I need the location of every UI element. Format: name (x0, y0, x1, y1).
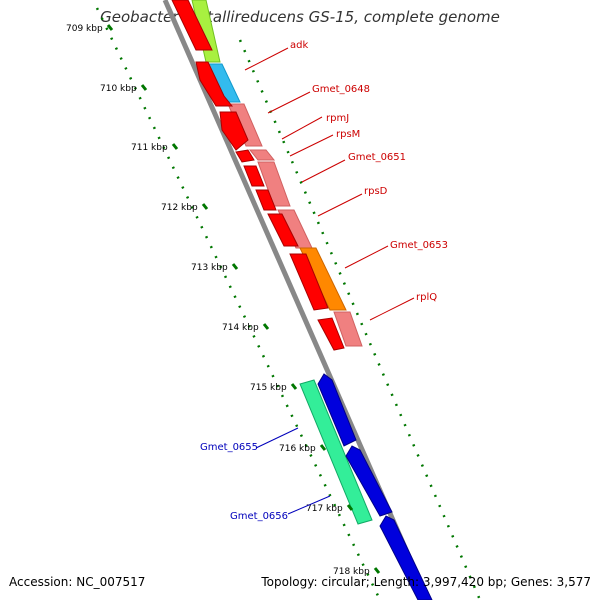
scale-tick-mark (201, 203, 209, 210)
scale-tick-label: 716 kbp (279, 444, 316, 454)
gene-arrow-1[interactable] (171, 0, 213, 51)
gene-label-forward[interactable]: adk (290, 40, 308, 51)
gene-arrow-8[interactable] (289, 253, 329, 311)
scale-tick-label: 711 kbp (131, 143, 168, 153)
gene-arrow-5[interactable] (243, 165, 265, 187)
gene-arrow-9[interactable] (317, 317, 345, 351)
gene-label-reverse[interactable]: Gmet_0656 (230, 511, 288, 522)
gene-arrow-4[interactable] (235, 149, 255, 163)
scale-tick-labels: 709 kbp 710 kbp 711 kbp 712 kbp 713 kbp 714 k… (66, 24, 381, 577)
gene-leader-line (255, 427, 299, 449)
scale-tick-label: 717 kbp (306, 504, 343, 514)
scale-track-right (238, 39, 482, 600)
gene-label-forward[interactable]: rplQ (416, 292, 437, 303)
scale-tick-mark (171, 143, 179, 150)
gene-label-forward[interactable]: Gmet_0648 (312, 84, 370, 95)
gene-label-forward[interactable]: Gmet_0653 (390, 240, 448, 251)
scale-tick-mark (373, 567, 381, 574)
scale-tick-label: 713 kbp (191, 263, 228, 273)
scale-tick-mark (106, 24, 114, 31)
gene-leader-line (281, 116, 323, 140)
genome-summary-text: Topology: circular; Length: 3,997,420 bp… (261, 575, 591, 589)
scale-tick-label: 718 kbp (333, 567, 370, 577)
gene-feature-rpsm-pink[interactable] (248, 149, 276, 161)
gene-leader-line (289, 134, 334, 157)
gene-label-forward[interactable]: Gmet_0651 (348, 152, 406, 163)
gene-arrow-rev-1[interactable] (317, 373, 357, 447)
gene-feature-gmet0655-green[interactable] (299, 379, 373, 525)
reverse-strand-track (299, 373, 433, 600)
scale-tick-label: 715 kbp (250, 383, 287, 393)
scale-tick-label: 714 kbp (222, 323, 259, 333)
gene-leader-line (267, 91, 311, 114)
scale-tick-mark (231, 263, 239, 270)
gene-label-reverse[interactable]: Gmet_0655 (200, 442, 258, 453)
forward-strand-track (171, 0, 363, 351)
accession-text: Accession: NC_007517 (9, 575, 146, 589)
scale-tick-label: 712 kbp (161, 203, 198, 213)
gene-arrow-6[interactable] (255, 189, 277, 211)
scale-tick-mark (262, 323, 270, 330)
gene-leader-line (244, 47, 289, 71)
gene-arrow-2[interactable] (195, 61, 234, 107)
gene-feature-rplq-pink[interactable] (333, 311, 363, 347)
gene-arrow-3[interactable] (219, 111, 249, 151)
gene-label-forward[interactable]: rpsM (336, 129, 360, 140)
gene-labels: adk Gmet_0648 rpmJ rpsM Gmet_0651 rpsD Gmet_06… (200, 40, 448, 522)
gene-leader-line (369, 297, 415, 321)
scale-tick-label: 709 kbp (66, 24, 103, 34)
scale-tick-mark (140, 84, 148, 91)
gene-label-forward[interactable]: rpsD (364, 186, 388, 197)
scale-tick-mark (290, 383, 298, 390)
gene-arrow-7[interactable] (267, 213, 299, 247)
gene-label-forward[interactable]: rpmJ (326, 113, 349, 124)
gene-arrow-rev-2[interactable] (345, 445, 393, 517)
scale-tick-label: 710 kbp (100, 84, 137, 94)
gene-leader-line (317, 193, 363, 217)
gene-leader-line (344, 245, 389, 269)
scale-tick-mark (319, 444, 327, 451)
gene-leader-line (301, 159, 346, 183)
gene-arrow-rev-3[interactable] (379, 515, 433, 600)
gene-leader-line (287, 495, 331, 515)
scale-tick-mark (346, 504, 354, 511)
